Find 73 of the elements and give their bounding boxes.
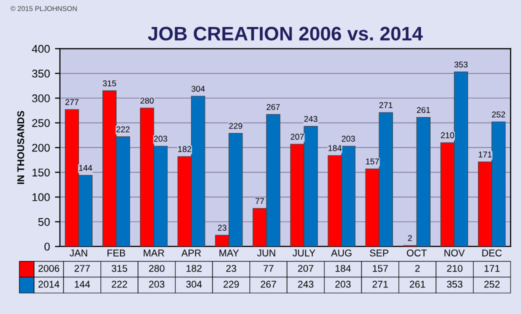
annotation: 210	[440, 132, 454, 138]
annotation: 252	[492, 112, 506, 118]
annotation: 280	[140, 98, 154, 104]
data-label: 252	[484, 280, 500, 288]
annotation: 243	[304, 116, 318, 122]
data-label: 210	[447, 264, 462, 272]
annotation: 182	[178, 146, 192, 152]
x-tick-label: NOV	[444, 250, 465, 256]
data-label: 315	[112, 264, 128, 272]
x-tick-label: OCT	[406, 250, 427, 256]
annotation: 203	[154, 136, 168, 142]
annotation: 304	[191, 86, 205, 92]
data-label: 184	[336, 264, 351, 272]
data-label: 267	[260, 280, 276, 288]
x-tick-label: SEP	[370, 250, 388, 256]
y-tick-label: 400	[32, 44, 50, 53]
x-tick-label: DEC	[482, 250, 502, 256]
data-label: 261	[410, 280, 426, 288]
annotation: 171	[478, 152, 492, 158]
annotation: 184	[328, 145, 342, 152]
data-label: 207	[298, 264, 314, 272]
annotation: 353	[454, 62, 468, 68]
data-label: 353	[446, 280, 462, 288]
data-label: 144	[74, 280, 90, 288]
data-label: 2	[415, 264, 420, 272]
y-tick-label: 250	[32, 119, 50, 127]
annotation: 77	[256, 198, 264, 204]
data-label: 271	[372, 280, 388, 288]
legend-label: 2006	[38, 264, 60, 272]
annotation: 271	[379, 102, 392, 108]
annotation: 222	[116, 126, 130, 132]
data-label: 77	[264, 265, 274, 272]
data-label: 182	[186, 264, 202, 272]
annotation: 277	[65, 99, 78, 105]
x-tick-label: JUN	[257, 250, 276, 256]
data-label: 243	[298, 280, 314, 288]
y-tick-label: 350	[32, 70, 50, 78]
legend-label: 2014	[38, 280, 60, 288]
data-label: 277	[74, 264, 90, 272]
y-tick-label: 0	[44, 242, 50, 251]
annotation: 144	[79, 165, 92, 171]
data-label: 304	[186, 280, 202, 288]
y-tick-label: 100	[32, 193, 50, 202]
annotation: 267	[266, 104, 280, 110]
y-tick-label: 200	[32, 144, 50, 152]
y-tick-label: 150	[32, 168, 50, 176]
data-label: 157	[372, 265, 388, 272]
annotation: 203	[342, 136, 355, 142]
y-tick-label: 300	[32, 94, 50, 102]
data-label: 222	[112, 280, 128, 288]
x-tick-label: MAR	[144, 250, 164, 256]
y-axis-title: IN THOUSANDS	[17, 110, 24, 184]
data-label: 171	[484, 265, 500, 272]
data-label: 23	[226, 264, 236, 272]
x-tick-label: APR	[181, 250, 201, 256]
annotation: 229	[229, 122, 242, 129]
x-tick-label: JAN	[70, 250, 88, 256]
x-tick-label: FEB	[108, 250, 126, 256]
x-tick-label: MAY	[220, 250, 239, 256]
annotation: 207	[290, 134, 304, 140]
annotation: 315	[102, 80, 116, 86]
data-label: 280	[149, 264, 164, 272]
annotation: 2	[408, 235, 412, 241]
annotation: 157	[366, 158, 379, 164]
data-label: 229	[224, 280, 239, 288]
y-tick-label: 50	[38, 218, 50, 226]
x-tick-label: JULY	[292, 250, 316, 256]
x-tick-label: AUG	[331, 250, 352, 256]
chart-title: JOB CREATION 2006 vs. 2014	[148, 26, 423, 41]
annotation: 23	[218, 224, 226, 231]
data-label: 203	[335, 280, 351, 288]
annotation: 261	[416, 107, 430, 113]
data-label: 203	[149, 280, 164, 288]
